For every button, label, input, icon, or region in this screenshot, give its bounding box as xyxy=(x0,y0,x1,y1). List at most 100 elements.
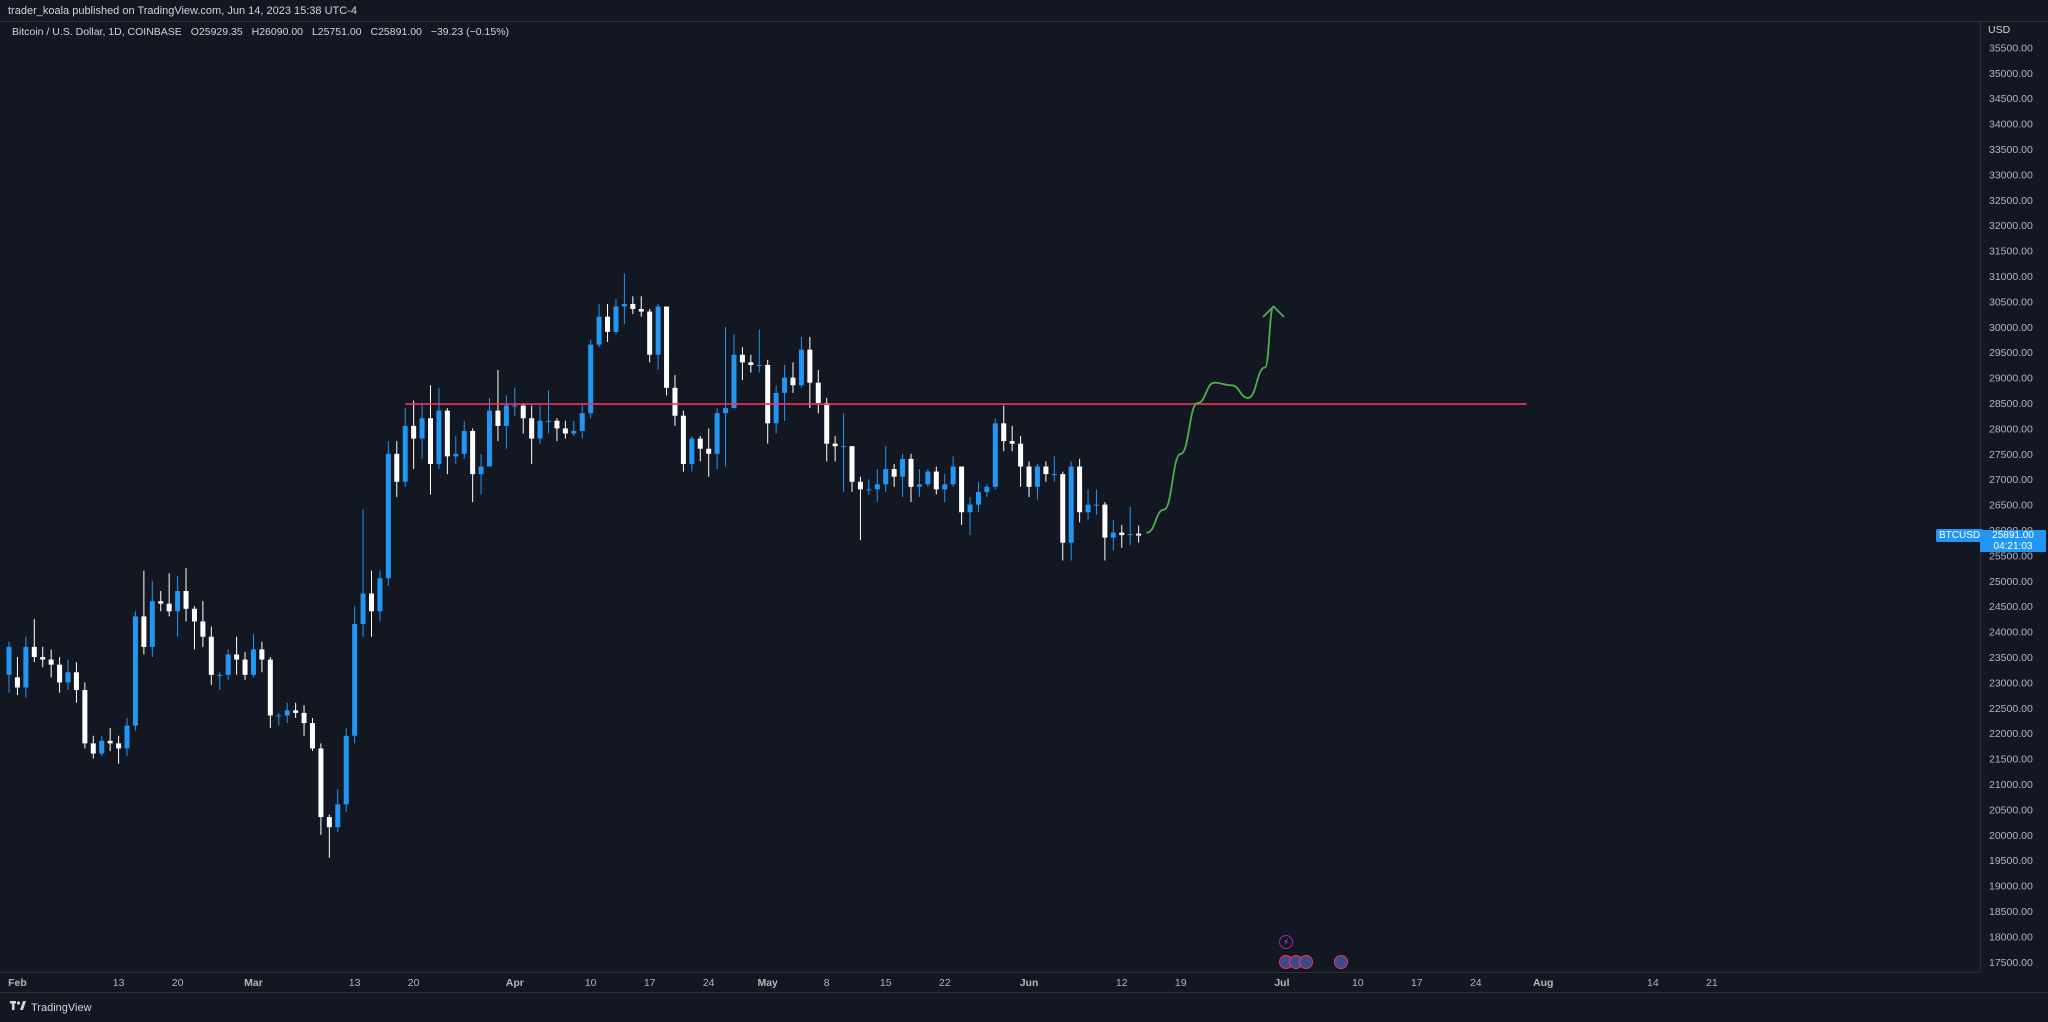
candle-body[interactable] xyxy=(1043,466,1049,475)
candle-body[interactable] xyxy=(14,677,20,688)
candle-body[interactable] xyxy=(503,405,509,426)
candle-body[interactable] xyxy=(200,621,206,637)
candle-body[interactable] xyxy=(242,659,248,675)
candle-body[interactable] xyxy=(259,649,265,660)
candle-body[interactable] xyxy=(883,469,889,485)
candle-body[interactable] xyxy=(807,349,813,383)
candle-body[interactable] xyxy=(891,469,897,477)
candle-body[interactable] xyxy=(419,418,425,439)
candle-body[interactable] xyxy=(1018,443,1024,467)
candle-body[interactable] xyxy=(57,664,63,683)
candle-body[interactable] xyxy=(706,448,712,454)
candle-body[interactable] xyxy=(925,471,931,485)
candle-body[interactable] xyxy=(6,646,12,675)
candle-body[interactable] xyxy=(191,608,197,622)
candle-body[interactable] xyxy=(1026,466,1032,487)
candle-body[interactable] xyxy=(149,601,155,647)
candle-body[interactable] xyxy=(478,466,484,475)
candle-body[interactable] xyxy=(579,413,585,431)
candle-body[interactable] xyxy=(301,712,307,724)
time-axis[interactable]: Feb 13 20 Mar 13 20 Apr 10 17 24 May 8 15 22 Jun 12 19 Ju… xyxy=(0,972,1980,992)
candle-body[interactable] xyxy=(318,748,324,818)
candle-body[interactable] xyxy=(824,403,830,444)
candle-body[interactable] xyxy=(175,590,181,612)
brand[interactable]: TradingView xyxy=(10,1001,92,1014)
candle-body[interactable] xyxy=(655,306,661,355)
candle-body[interactable] xyxy=(739,354,745,363)
candle-body[interactable] xyxy=(1001,423,1007,442)
candle-body[interactable] xyxy=(571,430,577,434)
candle-body[interactable] xyxy=(436,410,442,464)
candle-body[interactable] xyxy=(225,654,231,675)
candle-body[interactable] xyxy=(900,458,906,477)
candle-body[interactable] xyxy=(1068,466,1074,543)
candle-body[interactable] xyxy=(857,481,863,490)
candle-body[interactable] xyxy=(520,405,526,419)
candle-body[interactable] xyxy=(487,410,493,467)
candle-body[interactable] xyxy=(90,743,96,754)
candle-body[interactable] xyxy=(933,471,939,490)
candle-body[interactable] xyxy=(790,377,796,386)
candlestick-chart[interactable] xyxy=(0,22,1980,972)
candle-body[interactable] xyxy=(99,740,105,754)
candle-body[interactable] xyxy=(1136,533,1142,536)
candle-body[interactable] xyxy=(82,690,88,744)
candle-body[interactable] xyxy=(916,484,922,487)
candle-body[interactable] xyxy=(1102,504,1108,538)
candle-body[interactable] xyxy=(630,303,636,310)
candle-body[interactable] xyxy=(495,410,501,426)
lightning-icon[interactable]: ⚡ xyxy=(1279,935,1293,949)
candle-body[interactable] xyxy=(411,425,417,439)
candle-body[interactable] xyxy=(638,309,644,312)
candle-body[interactable] xyxy=(309,723,315,749)
candle-body[interactable] xyxy=(874,484,880,490)
candle-body[interactable] xyxy=(1127,534,1133,536)
candle-body[interactable] xyxy=(1085,504,1091,513)
candle-body[interactable] xyxy=(444,410,450,457)
candle-body[interactable] xyxy=(992,423,998,487)
candle-body[interactable] xyxy=(950,466,956,485)
candle-body[interactable] xyxy=(470,430,476,475)
candle-body[interactable] xyxy=(959,466,965,513)
candle-body[interactable] xyxy=(326,817,332,828)
candle-body[interactable] xyxy=(815,382,821,404)
candle-body[interactable] xyxy=(621,303,627,307)
candle-body[interactable] xyxy=(360,593,366,625)
candle-body[interactable] xyxy=(554,420,560,429)
candle-body[interactable] xyxy=(731,354,737,409)
candle-body[interactable] xyxy=(605,316,611,332)
candle-body[interactable] xyxy=(613,306,619,332)
candle-body[interactable] xyxy=(942,484,948,490)
candle-body[interactable] xyxy=(1093,504,1099,506)
candle-body[interactable] xyxy=(849,446,855,482)
candle-body[interactable] xyxy=(385,453,391,579)
candle-body[interactable] xyxy=(124,725,130,749)
candle-body[interactable] xyxy=(293,710,299,713)
candle-body[interactable] xyxy=(773,392,779,424)
candle-body[interactable] xyxy=(588,344,594,414)
candle-body[interactable] xyxy=(1077,466,1083,513)
candle-body[interactable] xyxy=(866,489,872,491)
candle-body[interactable] xyxy=(647,311,653,355)
candle-body[interactable] xyxy=(537,420,543,439)
candle-body[interactable] xyxy=(141,616,147,647)
candle-body[interactable] xyxy=(756,364,762,366)
candle-body[interactable] xyxy=(714,413,720,454)
candle-body[interactable] xyxy=(975,491,981,505)
candle-body[interactable] xyxy=(562,428,568,434)
candle-body[interactable] xyxy=(394,453,400,482)
candle-body[interactable] xyxy=(352,624,358,736)
candle-body[interactable] xyxy=(166,603,172,612)
candle-body[interactable] xyxy=(217,674,223,676)
candle-body[interactable] xyxy=(689,438,695,464)
candle-body[interactable] xyxy=(984,486,990,492)
candle-body[interactable] xyxy=(40,657,46,660)
candle-body[interactable] xyxy=(1009,441,1015,444)
candle-body[interactable] xyxy=(596,316,602,345)
candle-body[interactable] xyxy=(1110,532,1116,538)
candle-body[interactable] xyxy=(782,377,788,393)
candle-body[interactable] xyxy=(368,593,374,612)
candle-body[interactable] xyxy=(234,654,240,660)
us-flag-icon[interactable] xyxy=(1334,955,1348,969)
candle-body[interactable] xyxy=(1034,466,1040,487)
